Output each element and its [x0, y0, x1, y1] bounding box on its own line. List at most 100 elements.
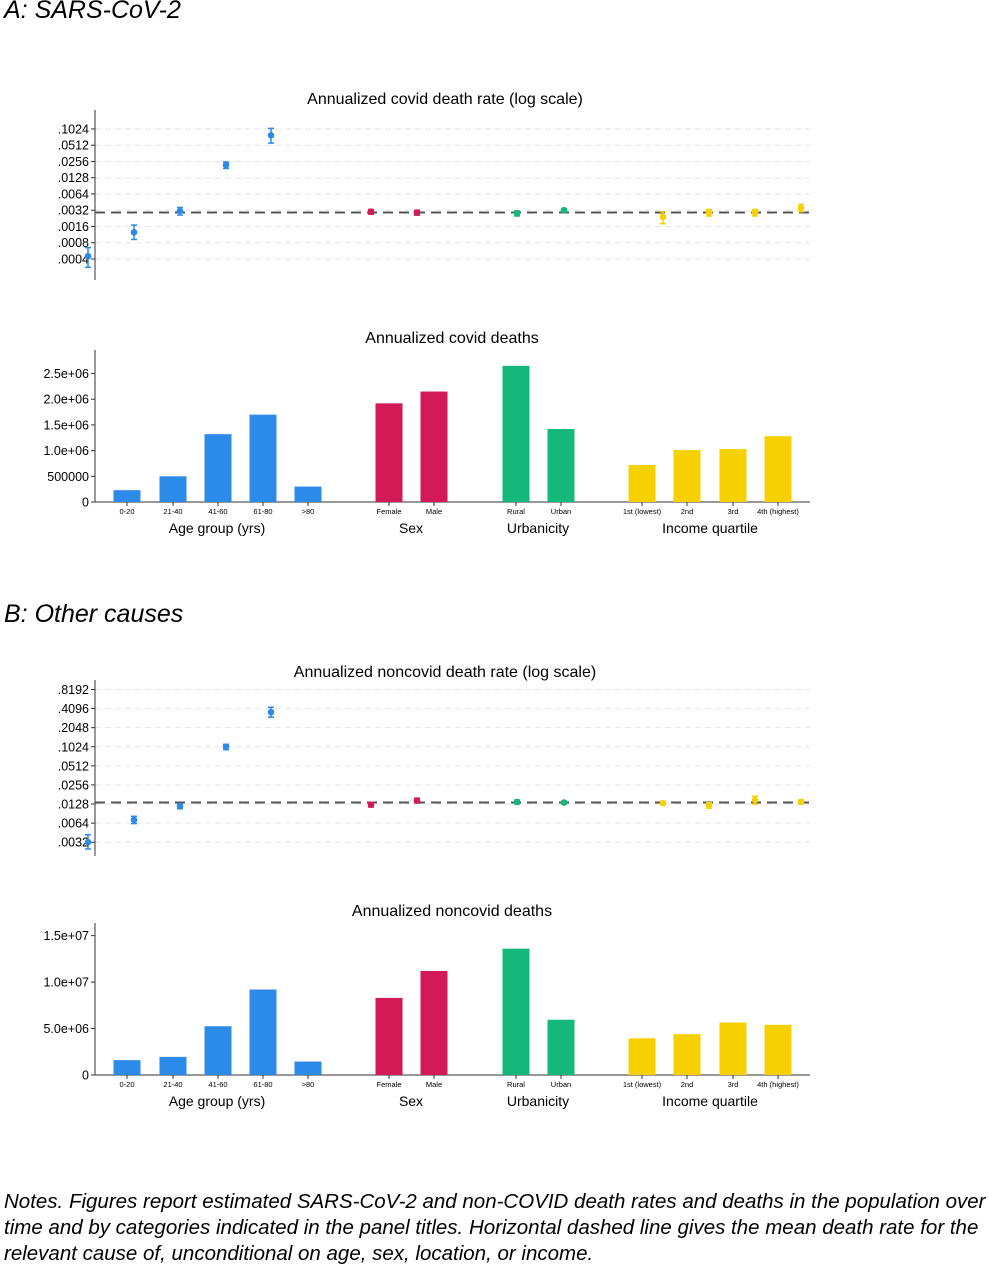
rate-point	[130, 816, 138, 824]
rate-point	[267, 132, 275, 139]
group-axis-label: Age group (yrs)	[169, 1093, 265, 1109]
bar	[764, 1024, 792, 1075]
rate-point	[84, 838, 92, 846]
x-tick-label: Rural	[507, 507, 525, 516]
rate-point	[751, 209, 759, 216]
x-tick-label: Female	[376, 507, 401, 516]
rate-point	[367, 208, 375, 216]
group-axis-label: Sex	[399, 520, 423, 536]
x-tick-label: >80	[302, 507, 315, 516]
y-tick-label: .1024	[58, 740, 89, 754]
bar	[159, 1056, 187, 1075]
group-axis-label: Urbanicity	[507, 1093, 569, 1109]
x-tick-label: 41-60	[208, 507, 227, 516]
y-tick-label: .8192	[58, 683, 89, 697]
chart-title: Annualized noncovid death rate (log scal…	[294, 664, 596, 681]
x-tick-label: 61-80	[253, 507, 272, 516]
y-tick-label: .0128	[58, 798, 89, 812]
rate-point	[659, 799, 667, 807]
group-axis-label: Income quartile	[662, 1093, 758, 1109]
x-tick-label: 3rd	[728, 1080, 739, 1089]
group-axis-label: Sex	[399, 1093, 423, 1109]
panel-b-label: B: Other causes	[4, 600, 184, 628]
bar	[502, 948, 530, 1075]
chart-title: Annualized noncovid deaths	[352, 903, 552, 920]
y-tick-label: 5.0e+06	[43, 1022, 89, 1036]
y-tick-label: 0	[82, 1069, 89, 1083]
x-tick-label: Urban	[551, 1080, 571, 1089]
x-tick-label: 0-20	[119, 1080, 134, 1089]
bar	[375, 403, 403, 502]
x-tick-label: Female	[376, 1080, 401, 1089]
bar	[113, 1060, 141, 1075]
rate-point	[130, 228, 138, 236]
x-tick-label: 4th (highest)	[757, 507, 799, 516]
rate-point	[659, 213, 667, 221]
bar	[249, 989, 277, 1075]
bar	[420, 391, 448, 502]
y-tick-label: 1.0e+07	[43, 976, 89, 990]
rate-point	[705, 209, 713, 216]
rate-point	[560, 799, 568, 806]
y-tick-label: 1.5e+07	[43, 929, 89, 943]
bar	[719, 1022, 747, 1075]
rate-point	[222, 161, 230, 169]
x-tick-label: 21-40	[163, 507, 182, 516]
bar	[764, 436, 792, 502]
rate-point	[84, 252, 92, 260]
panel-a-label: A: SARS-CoV-2	[4, 0, 181, 24]
covid-death-rate-chart: Annualized covid death rate (log scale).…	[58, 91, 810, 280]
x-tick-label: 4th (highest)	[757, 1080, 799, 1089]
y-tick-label: 2.5e+06	[43, 367, 89, 381]
y-tick-label: .0032	[58, 204, 89, 218]
bar	[375, 997, 403, 1075]
y-tick-label: .0256	[58, 778, 89, 792]
rate-point	[222, 743, 230, 751]
y-tick-label: .0008	[58, 236, 89, 250]
bar	[294, 486, 322, 502]
group-axis-label: Income quartile	[662, 520, 758, 536]
bar	[628, 465, 656, 502]
bar	[159, 476, 187, 502]
rate-point	[797, 204, 805, 212]
x-tick-label: 21-40	[163, 1080, 182, 1089]
rate-point	[705, 802, 713, 809]
notes-text: Notes. Figures report estimated SARS-CoV…	[4, 1190, 986, 1265]
y-tick-label: .0512	[58, 759, 89, 773]
y-tick-label: .0128	[58, 171, 89, 185]
bar	[249, 414, 277, 502]
x-tick-label: 1st (lowest)	[623, 507, 662, 516]
bar	[628, 1038, 656, 1075]
rate-point	[513, 798, 521, 806]
chart-title: Annualized covid death rate (log scale)	[307, 91, 583, 108]
bar	[547, 1019, 575, 1075]
noncovid-deaths-chart: Annualized noncovid deaths 0 5.0e+06 1.0e+0…	[43, 903, 810, 1109]
group-axis-label: Urbanicity	[507, 520, 569, 536]
x-tick-label: Urban	[551, 507, 571, 516]
rate-point	[560, 206, 568, 214]
chart-title: Annualized covid deaths	[365, 330, 538, 347]
bar	[547, 429, 575, 502]
rate-point	[413, 797, 421, 804]
bar	[113, 490, 141, 502]
y-tick-label: .4096	[58, 702, 89, 716]
y-tick-label: .0016	[58, 220, 89, 234]
rate-point	[367, 801, 375, 808]
bar	[204, 434, 232, 502]
bar	[719, 449, 747, 502]
x-tick-label: 2nd	[681, 1080, 694, 1089]
noncovid-death-rate-chart: Annualized noncovid death rate (log scal…	[58, 664, 810, 856]
y-tick-label: .0004	[58, 252, 89, 266]
rate-point	[513, 210, 521, 217]
x-tick-label: >80	[302, 1080, 315, 1089]
x-tick-label: 3rd	[728, 507, 739, 516]
covid-deaths-chart: Annualized covid deaths 0 500000 1.0e+06 1.5…	[43, 330, 810, 536]
x-tick-label: Male	[426, 1080, 442, 1089]
y-tick-label: .0032	[58, 836, 89, 850]
rate-point	[176, 802, 184, 810]
y-tick-label: .0256	[58, 155, 89, 169]
y-tick-label: .0064	[58, 187, 89, 201]
rate-point	[176, 207, 184, 215]
y-tick-label: .2048	[58, 721, 89, 735]
x-tick-label: 2nd	[681, 507, 694, 516]
